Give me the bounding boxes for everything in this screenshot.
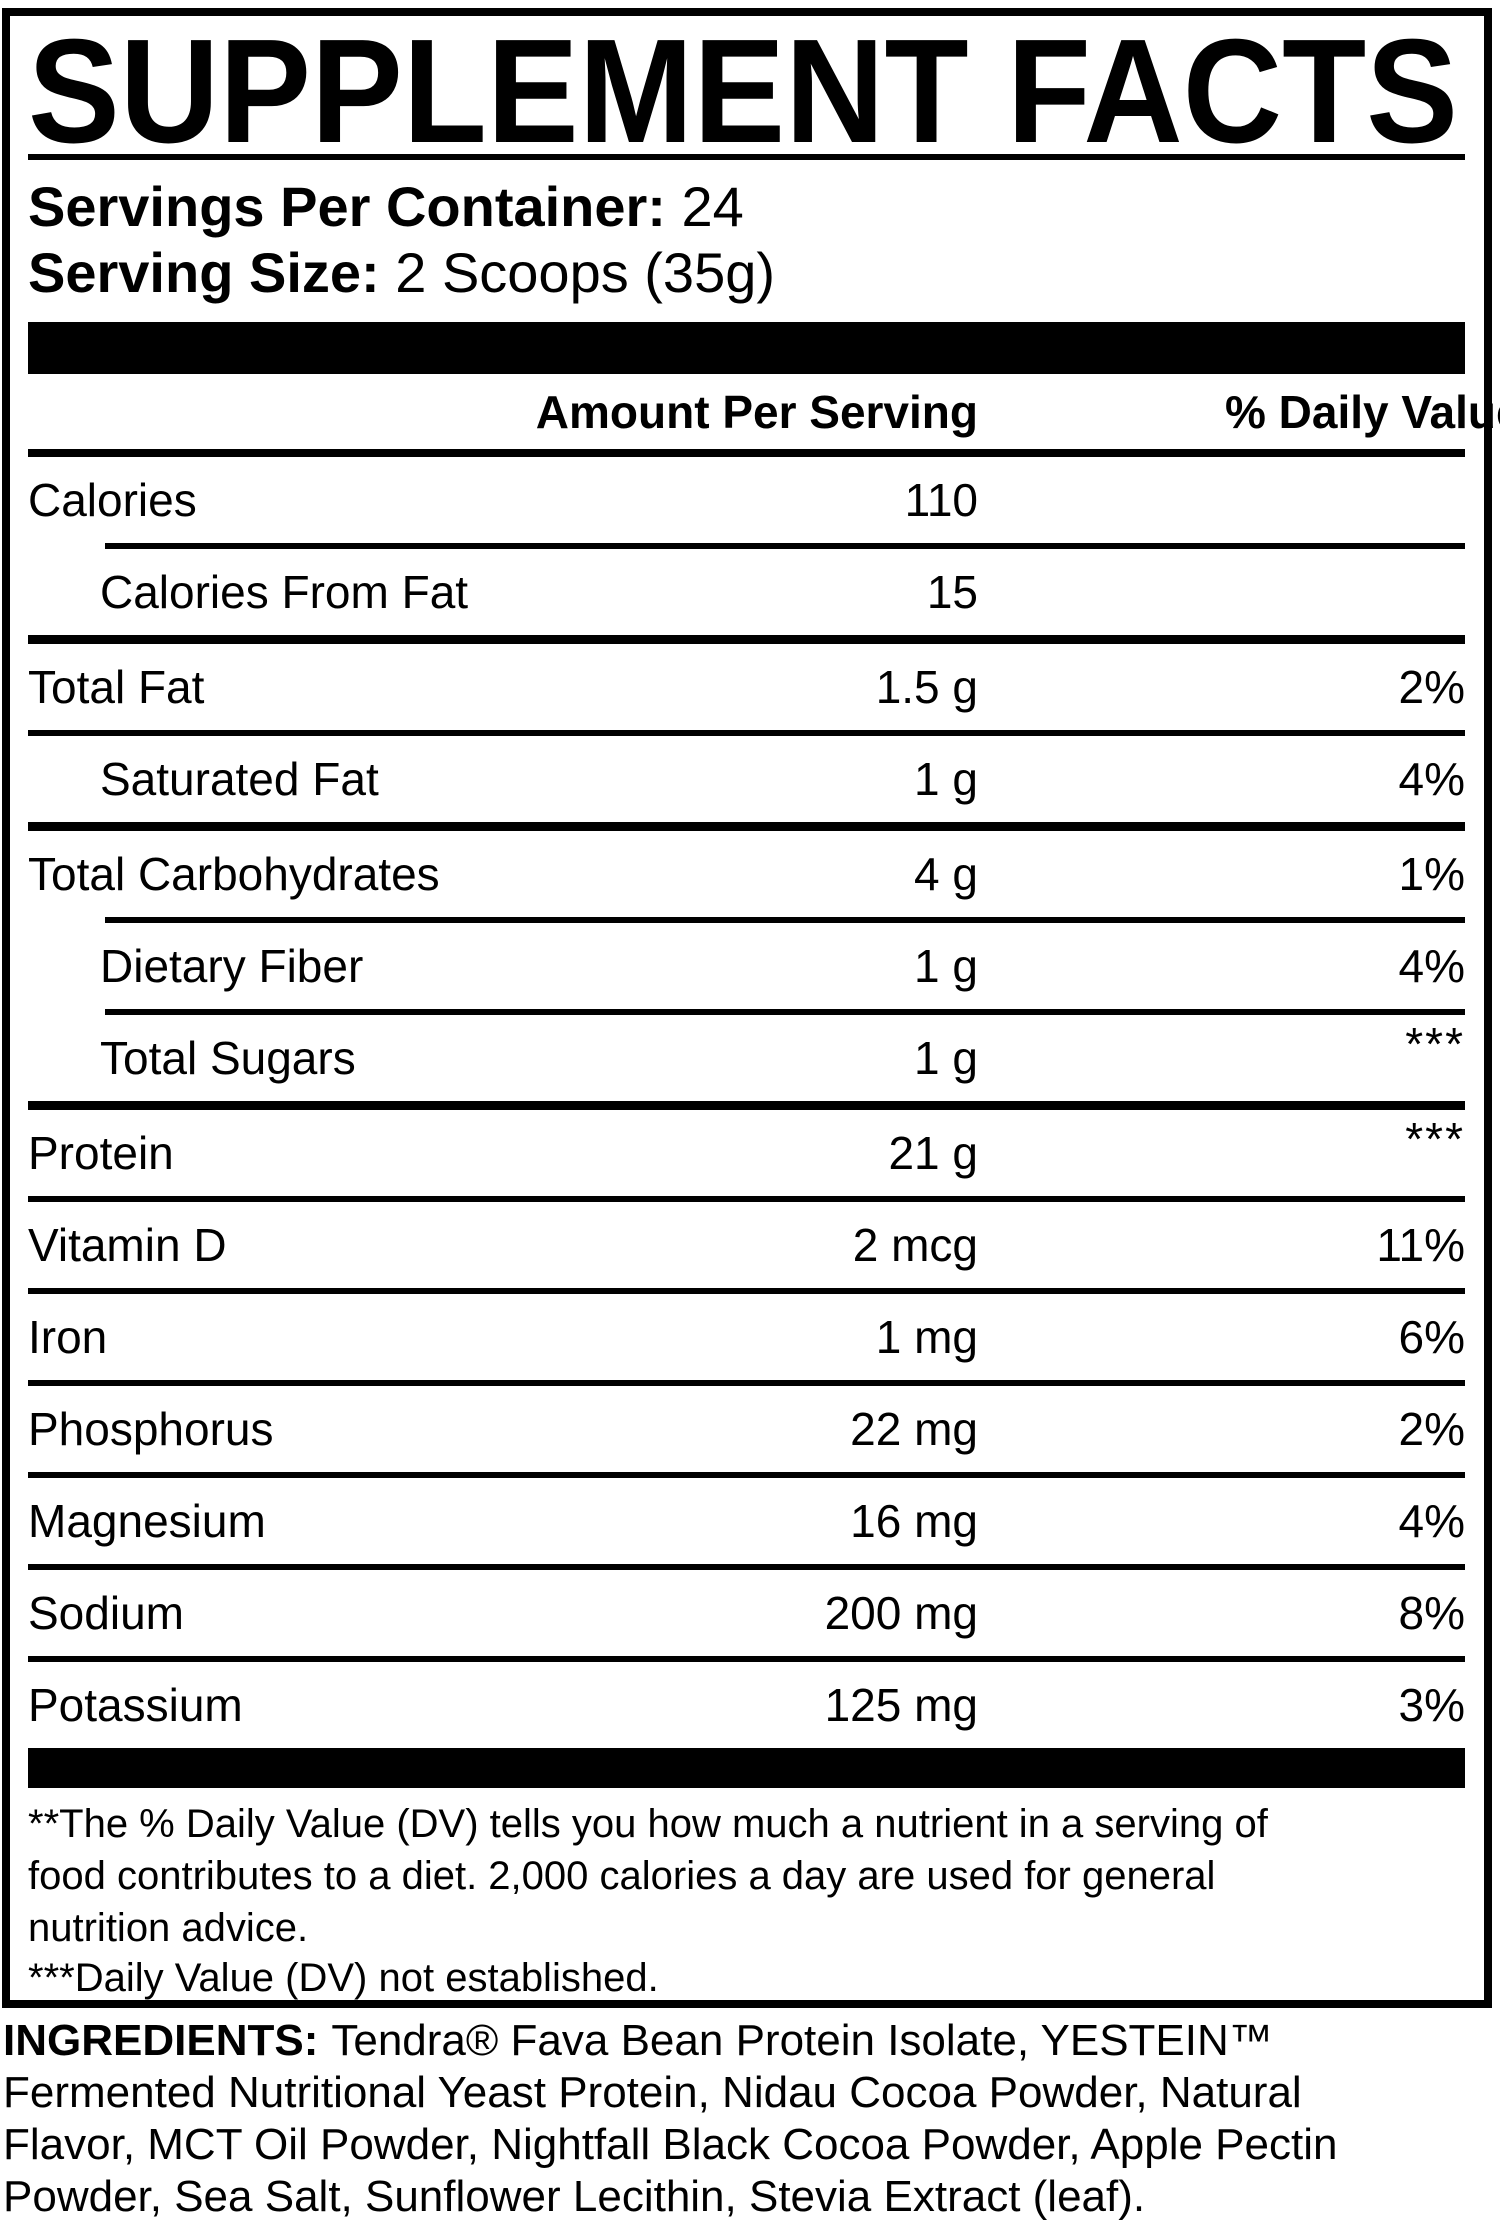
ingredients-line: INGREDIENTS: Tendra® Fava Bean Protein Is…	[3, 2015, 1497, 2067]
row-separator	[28, 730, 1465, 736]
table-row: Total Sugars 1 g ***	[28, 1015, 1465, 1101]
dv-not-established-note: ***Daily Value (DV) not established.	[28, 1956, 659, 2000]
table-row: Total Carbohydrates 4 g 1%	[28, 831, 1465, 917]
table-row: Phosphorus 22 mg 2%	[28, 1386, 1465, 1472]
ingredients-line: Powder, Sea Salt, Sunflower Lecithin, St…	[3, 2172, 1146, 2221]
row-separator	[105, 917, 1465, 923]
nutrient-amount: 21 g	[888, 1127, 978, 1179]
daily-value-footnote: **The % Daily Value (DV) tells you how m…	[28, 1788, 1465, 2002]
table-row: Iron 1 mg 6%	[28, 1294, 1465, 1380]
nutrient-name: Vitamin D	[28, 1219, 227, 1271]
nutrient-amount: 1 g	[914, 940, 978, 992]
table-row: Sodium 200 mg 8%	[28, 1570, 1465, 1656]
table-row: Protein 21 g ***	[28, 1110, 1465, 1196]
row-separator	[28, 822, 1465, 831]
nutrient-amount: 110	[904, 474, 978, 526]
ingredients-line: Fermented Nutritional Yeast Protein, Nid…	[3, 2068, 1302, 2117]
footnote-line: nutrition advice.	[28, 1906, 309, 1950]
table-row: Potassium 125 mg 3%	[28, 1662, 1465, 1748]
nutrient-name: Total Carbohydrates	[28, 848, 440, 900]
header-amount-per-serving: Amount Per Serving	[535, 385, 978, 438]
ingredients-label: INGREDIENTS:	[3, 2016, 319, 2065]
table-row: Calories From Fat 15	[28, 549, 1465, 635]
row-separator	[28, 1101, 1465, 1110]
footnote-line: **The % Daily Value (DV) tells you how m…	[28, 1802, 1268, 1846]
nutrient-daily-value: 8%	[1398, 1587, 1465, 1639]
footnote-line: food contributes to a diet. 2,000 calori…	[28, 1854, 1216, 1898]
row-separator	[28, 1472, 1465, 1478]
panel-title-text: SUPPLEMENT FACTS	[28, 9, 1458, 174]
nutrient-daily-value: 4%	[1398, 940, 1465, 992]
supplement-facts-panel: SUPPLEMENT FACTS Servings Per Container:…	[2, 8, 1500, 2008]
row-separator	[28, 1288, 1465, 1294]
nutrient-amount: 15	[926, 566, 978, 618]
ingredients-line: Flavor, MCT Oil Powder, Nightfall Black …	[3, 2120, 1338, 2169]
table-row: Total Fat 1.5 g 2%	[28, 644, 1465, 730]
row-separator	[28, 1656, 1465, 1662]
title-divider	[28, 154, 1465, 160]
table-row: Magnesium 16 mg 4%	[28, 1478, 1465, 1564]
nutrient-amount: 4 g	[914, 848, 978, 900]
nutrient-name: Potassium	[28, 1679, 243, 1731]
nutrient-amount: 1.5 g	[875, 661, 978, 713]
not-established-stars: ***	[1405, 1113, 1465, 1165]
serving-size: Serving Size: 2 Scoops (35g)	[28, 240, 1465, 306]
nutrient-amount: 2 mcg	[852, 1219, 978, 1271]
not-established-stars: ***	[1405, 1018, 1465, 1070]
nutrient-amount: 16 mg	[850, 1495, 978, 1547]
table-header-row: Amount Per Serving % Daily Value**	[28, 374, 1500, 457]
nutrient-name: Phosphorus	[28, 1403, 274, 1455]
nutrient-name: Calories From Fat	[100, 566, 469, 618]
nutrient-daily-value: 4%	[1398, 753, 1465, 805]
nutrient-name: Dietary Fiber	[100, 940, 364, 992]
nutrient-name: Calories	[28, 474, 197, 526]
nutrient-daily-value: 11%	[1376, 1219, 1465, 1271]
nutrient-name: Protein	[28, 1127, 174, 1179]
nutrient-name: Iron	[28, 1311, 108, 1363]
section-bar-bottom	[28, 1748, 1465, 1788]
nutrient-daily-value: 2%	[1398, 1403, 1465, 1455]
nutrient-amount: 1 g	[914, 1032, 978, 1084]
nutrient-daily-value: 1%	[1398, 848, 1465, 900]
nutrient-daily-value: 4%	[1398, 1495, 1465, 1547]
serving-size-label: Serving Size:	[28, 241, 380, 304]
nutrient-daily-value: ***	[1225, 1018, 1465, 1085]
nutrient-amount: 200 mg	[824, 1587, 978, 1639]
servings-per-container-value: 24	[681, 175, 744, 238]
section-bar-top	[28, 322, 1465, 374]
nutrient-amount: 125 mg	[824, 1679, 978, 1731]
nutrient-daily-value: 2%	[1398, 661, 1465, 713]
nutrient-name: Total Fat	[28, 661, 205, 713]
row-separator	[28, 1196, 1465, 1202]
header-daily-value: % Daily Value**	[1225, 385, 1500, 438]
nutrient-name: Total Sugars	[100, 1032, 356, 1084]
servings-per-container-label: Servings Per Container:	[28, 175, 666, 238]
ingredients-section: INGREDIENTS: Tendra® Fava Bean Protein Is…	[3, 2015, 1497, 2223]
table-row: Saturated Fat 1 g 4%	[28, 736, 1465, 822]
nutrient-amount: 1 mg	[875, 1311, 978, 1363]
table-row: Vitamin D 2 mcg 11%	[28, 1202, 1465, 1288]
ingredients-line1-text: Tendra® Fava Bean Protein Isolate, YESTE…	[331, 2016, 1273, 2065]
table-row: Calories 110	[28, 457, 1465, 543]
nutrient-daily-value: 6%	[1398, 1311, 1465, 1363]
nutrient-name: Sodium	[28, 1587, 184, 1639]
servings-per-container: Servings Per Container: 24	[28, 174, 1465, 240]
nutrient-amount: 1 g	[914, 753, 978, 805]
panel-title: SUPPLEMENT FACTS	[28, 9, 1458, 174]
nutrient-daily-value: ***	[1225, 1113, 1465, 1180]
row-separator	[28, 1380, 1465, 1386]
nutrient-amount: 22 mg	[850, 1403, 978, 1455]
row-separator	[105, 1009, 1465, 1015]
table-row: Dietary Fiber 1 g 4%	[28, 923, 1465, 1009]
serving-size-value: 2 Scoops (35g)	[395, 241, 776, 304]
nutrient-daily-value: 3%	[1398, 1679, 1465, 1731]
row-separator	[105, 543, 1465, 549]
row-separator	[28, 1564, 1465, 1570]
nutrition-rows: Calories 110 Calories From Fat 15 Total Fat 1…	[28, 457, 1465, 1748]
nutrient-name: Saturated Fat	[100, 753, 379, 805]
nutrient-name: Magnesium	[28, 1495, 266, 1547]
serving-info: Servings Per Container: 24 Serving Size:…	[28, 174, 1465, 306]
row-separator	[28, 635, 1465, 644]
